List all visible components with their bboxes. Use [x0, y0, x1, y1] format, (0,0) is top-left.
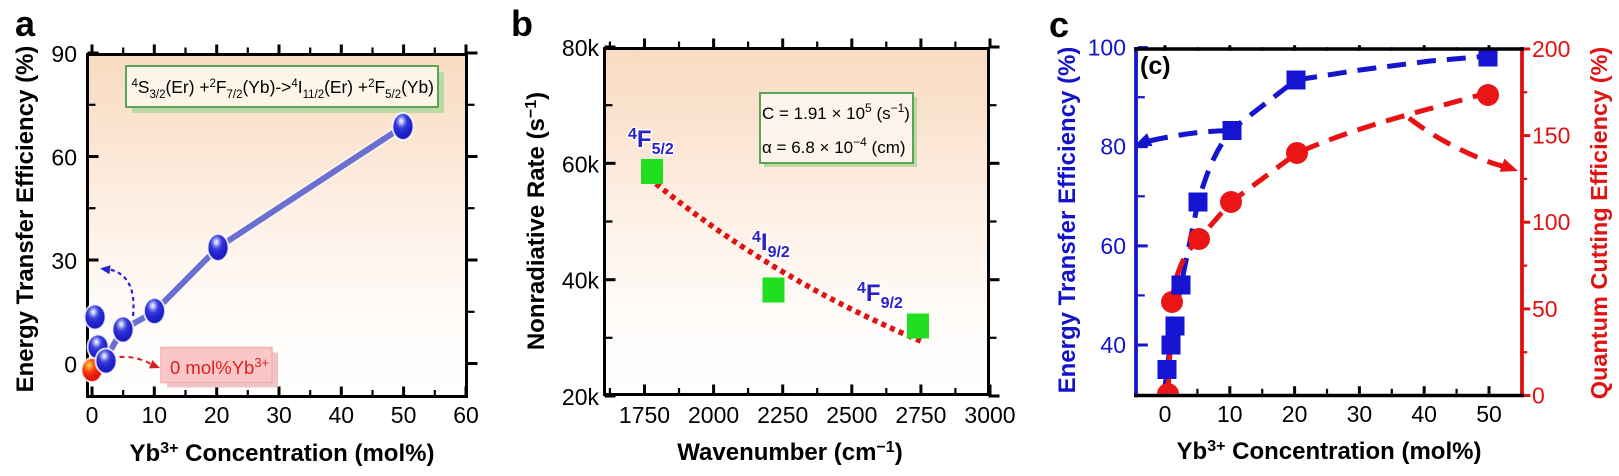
svg-text:40k: 40k — [562, 268, 600, 294]
svg-text:90: 90 — [51, 41, 77, 67]
svg-text:4I9/2: 4I9/2 — [752, 229, 790, 261]
svg-text:2250: 2250 — [757, 402, 808, 428]
svg-text:0: 0 — [86, 402, 99, 428]
svg-text:3000: 3000 — [964, 402, 1015, 428]
svg-text:1750: 1750 — [619, 402, 670, 428]
svg-text:50: 50 — [1532, 296, 1558, 322]
svg-text:2000: 2000 — [688, 402, 739, 428]
svg-text:20: 20 — [204, 402, 230, 428]
svg-text:40: 40 — [1100, 332, 1126, 358]
svg-text:60: 60 — [453, 402, 479, 428]
svg-text:4F5/2: 4F5/2 — [628, 126, 674, 158]
svg-text:c: c — [1049, 4, 1069, 45]
svg-text:20: 20 — [1282, 401, 1308, 427]
svg-text:20k: 20k — [562, 384, 600, 410]
svg-text:50: 50 — [1476, 401, 1502, 427]
svg-text:40: 40 — [329, 402, 355, 428]
svg-text:Energy Transfer Efficiency (%): Energy Transfer Efficiency (%) — [12, 46, 39, 393]
svg-text:30: 30 — [266, 402, 292, 428]
svg-text:150: 150 — [1532, 123, 1570, 149]
svg-text:30: 30 — [1347, 401, 1373, 427]
svg-text:4F9/2: 4F9/2 — [857, 280, 903, 312]
svg-text:4S3/2(Er) +2F7/2(Yb)->4I11/2(E: 4S3/2(Er) +2F7/2(Yb)->4I11/2(Er) +2F5/2(… — [132, 77, 434, 101]
svg-text:Yb3+ Concentration (mol%): Yb3+ Concentration (mol%) — [1177, 438, 1482, 465]
svg-text:80: 80 — [1100, 134, 1126, 160]
svg-text:Nonradiative Rate (s−1): Nonradiative Rate (s−1) — [523, 92, 550, 350]
svg-text:60: 60 — [51, 145, 77, 171]
svg-text:200: 200 — [1532, 36, 1570, 62]
svg-text:Energy Transfer Efficiency (%): Energy Transfer Efficiency (%) — [1054, 47, 1081, 394]
svg-text:10: 10 — [1217, 401, 1243, 427]
svg-text:100: 100 — [1088, 35, 1126, 61]
svg-text:0: 0 — [64, 352, 77, 378]
svg-text:Wavenumber (cm−1): Wavenumber (cm−1) — [677, 439, 902, 466]
svg-text:60: 60 — [1100, 233, 1126, 259]
svg-text:60k: 60k — [562, 151, 600, 177]
svg-text:0: 0 — [1159, 401, 1172, 427]
svg-text:0: 0 — [1532, 383, 1545, 409]
svg-text:2500: 2500 — [826, 402, 877, 428]
svg-text:10: 10 — [142, 402, 168, 428]
svg-text:Quantum Cutting Efficiency (%): Quantum Cutting Efficiency (%) — [1586, 47, 1612, 400]
svg-text:Yb3+ Concentration (mol%): Yb3+ Concentration (mol%) — [130, 440, 435, 467]
svg-text:0 mol%Yb3+: 0 mol%Yb3+ — [170, 355, 269, 378]
svg-text:100: 100 — [1532, 209, 1570, 235]
svg-text:80k: 80k — [562, 35, 600, 61]
svg-text:30: 30 — [51, 248, 77, 274]
svg-text:50: 50 — [391, 402, 417, 428]
svg-text:a: a — [15, 3, 36, 44]
svg-text:40: 40 — [1411, 401, 1437, 427]
svg-text:C = 1.91 × 105 (s−1): C = 1.91 × 105 (s−1) — [762, 101, 910, 123]
svg-text:2750: 2750 — [895, 402, 946, 428]
svg-text:α = 6.8 × 10−4 (cm): α = 6.8 × 10−4 (cm) — [762, 135, 906, 157]
svg-text:(c): (c) — [1140, 52, 1171, 80]
svg-text:b: b — [511, 3, 533, 44]
